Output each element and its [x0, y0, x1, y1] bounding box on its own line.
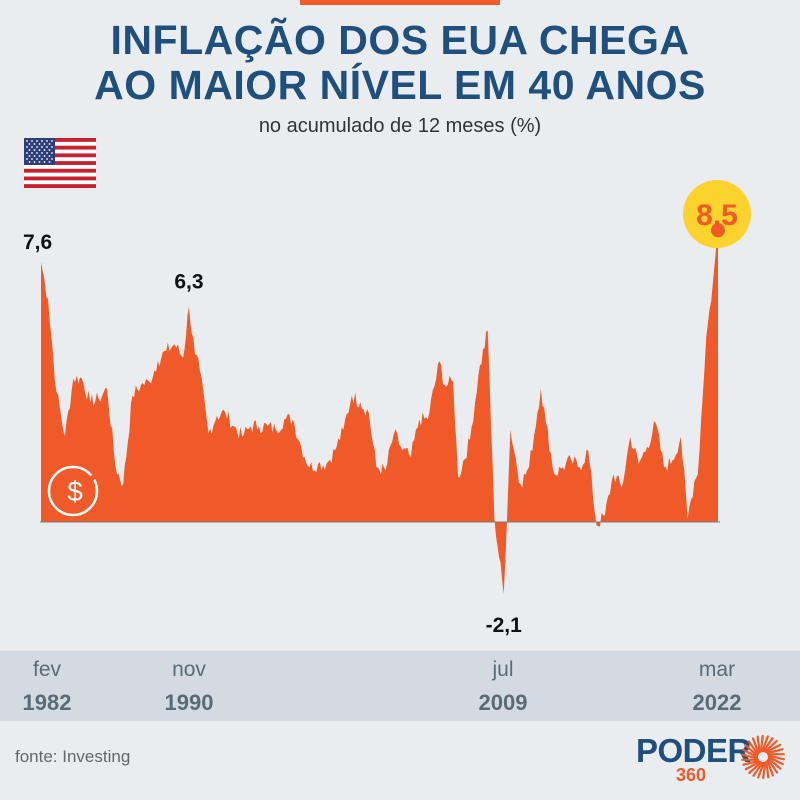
logo-number: 360	[676, 765, 707, 785]
peak-value-label: 8,5	[696, 199, 738, 232]
inflation-area	[41, 231, 718, 594]
peak-value-badge	[683, 180, 751, 248]
chart-subtitle: no acumulado de 12 meses (%)	[258, 115, 542, 137]
data-label-2: -2,1	[486, 614, 523, 637]
x-tick-month: mar	[698, 658, 736, 681]
x-tick-label: nov 1990	[139, 659, 239, 716]
inflation-area-chart: $7,6 6,3 -2,1 8,5	[23, 180, 751, 637]
us-flag-icon	[24, 138, 96, 188]
x-tick-label: fev 1982	[0, 659, 97, 716]
svg-text:$: $	[67, 476, 83, 507]
data-label-1: 6,3	[174, 271, 203, 294]
x-tick-year: 2009	[478, 690, 528, 715]
data-label-0: 7,6	[23, 231, 52, 254]
x-tick-label: mar 2022	[667, 659, 767, 716]
x-tick-month: fev	[32, 658, 61, 681]
x-tick-year: 2022	[692, 690, 742, 715]
x-tick-year: 1990	[164, 690, 214, 715]
dollar-coin-icon: $	[47, 465, 99, 517]
poder360-sunburst-icon	[740, 734, 786, 780]
logo-word: PODER	[636, 732, 751, 769]
x-tick-month: nov	[172, 658, 206, 681]
x-tick-month: jul	[492, 658, 514, 681]
top-accent-rule	[300, 0, 500, 5]
source-note: fonte: Investing	[15, 747, 131, 766]
title-line-2: AO MAIOR NÍVEL EM 40 ANOS	[94, 62, 706, 108]
title-line-1: INFLAÇÃO DOS EUA CHEGA	[110, 17, 690, 63]
x-tick-year: 1982	[22, 690, 72, 715]
poder360-logo: PODER 360	[636, 732, 786, 788]
x-tick-label: jul 2009	[453, 659, 553, 716]
chart-title: INFLAÇÃO DOS EUA CHEGA AO MAIOR NÍVEL EM…	[0, 18, 800, 108]
x-axis-band	[0, 651, 800, 721]
peak-marker	[711, 223, 725, 238]
